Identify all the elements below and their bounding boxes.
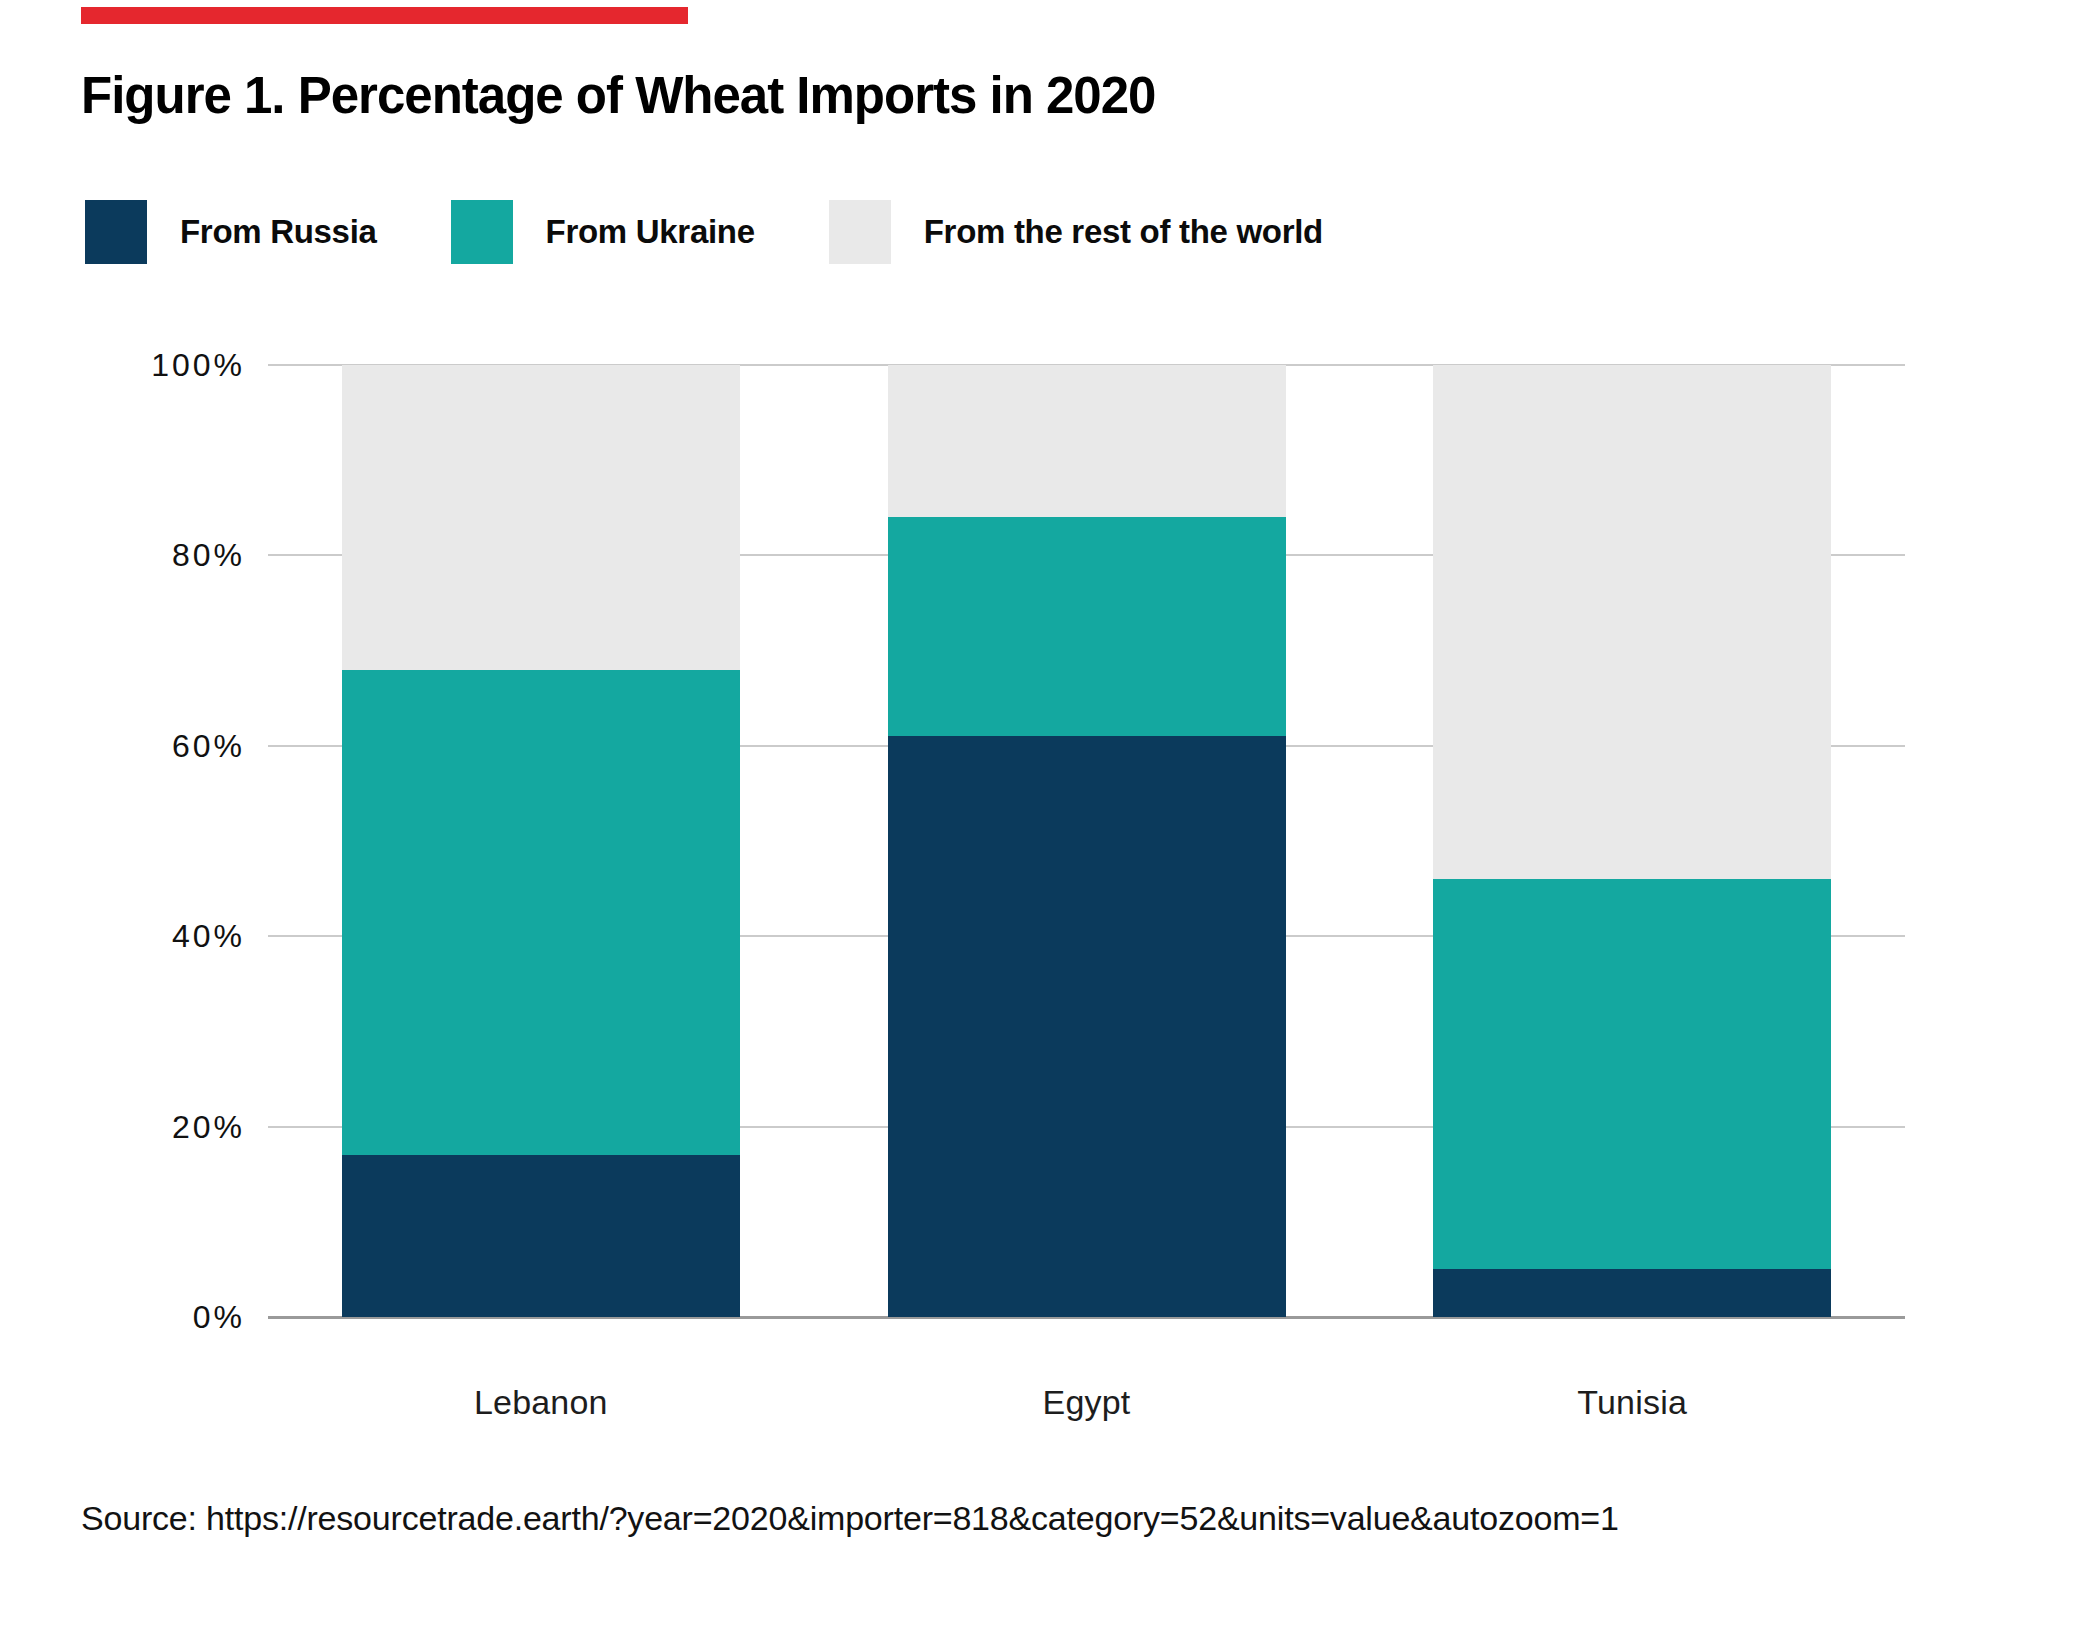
bar-segment-from-ukraine — [888, 517, 1286, 736]
bar-lebanon — [342, 365, 740, 1317]
category-label: Tunisia — [1462, 1383, 1802, 1422]
bar-segment-from-russia — [342, 1155, 740, 1317]
bar-segment-from-ukraine — [342, 670, 740, 1156]
category-label: Egypt — [917, 1383, 1257, 1422]
y-tick-label: 60% — [75, 729, 245, 763]
source-text: Source: https://resourcetrade.earth/?yea… — [81, 1499, 1619, 1538]
y-tick-label: 80% — [75, 538, 245, 572]
category-label: Lebanon — [371, 1383, 711, 1422]
stacked-bar-chart: 0% 20% 40% 60% 80% 100% Lebanon Egypt Tunisia — [0, 0, 2084, 1629]
bar-tunisia — [1433, 365, 1831, 1317]
bar-segment-from-the-rest-of-the-world — [888, 365, 1286, 517]
bar-egypt — [888, 365, 1286, 1317]
bar-segment-from-the-rest-of-the-world — [1433, 365, 1831, 879]
bar-segment-from-russia — [1433, 1269, 1831, 1317]
bar-segment-from-the-rest-of-the-world — [342, 365, 740, 670]
bar-segment-from-ukraine — [1433, 879, 1831, 1269]
y-tick-label: 40% — [75, 919, 245, 953]
y-tick-label: 100% — [75, 348, 245, 382]
plot-area — [268, 365, 1905, 1317]
y-tick-label: 0% — [75, 1300, 245, 1334]
bar-segment-from-russia — [888, 736, 1286, 1317]
y-tick-label: 20% — [75, 1110, 245, 1144]
figure-page: Figure 1. Percentage of Wheat Imports in… — [0, 0, 2084, 1629]
